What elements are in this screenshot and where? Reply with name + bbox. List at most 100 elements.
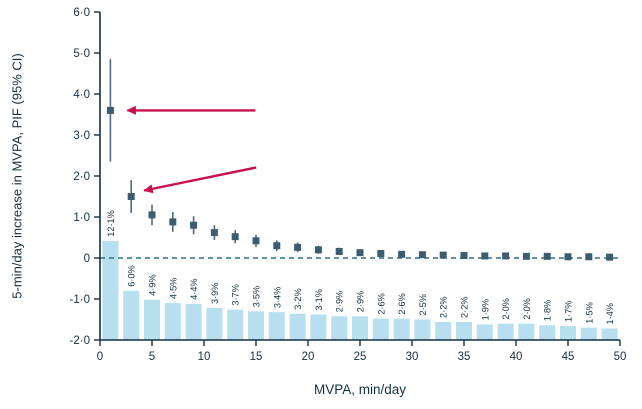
x-tick-label: 15 bbox=[250, 351, 263, 363]
x-tick-label: 20 bbox=[302, 351, 315, 363]
pif-bar-label: 3·7% bbox=[231, 284, 241, 305]
estimate-point bbox=[106, 106, 114, 114]
pif-bar bbox=[518, 323, 535, 340]
x-tick-label: 30 bbox=[406, 351, 419, 363]
pif-bar bbox=[393, 318, 410, 340]
pif-bar-label: 3·5% bbox=[252, 286, 262, 307]
pif-bar bbox=[476, 324, 493, 340]
pif-bar-label: 2·9% bbox=[335, 291, 345, 312]
pif-bar bbox=[227, 309, 244, 340]
pif-bar bbox=[435, 321, 452, 340]
pif-bars bbox=[102, 240, 618, 340]
y-tick-label: 6·0 bbox=[73, 7, 90, 19]
pif-bar-label: 3·9% bbox=[210, 283, 220, 304]
pif-bar bbox=[331, 316, 348, 340]
axes: 6·0 5·0 4·0 3·0 2·0 1·0 0 -1·0 -2·0 0 5 10 15 20 25 30 3… bbox=[70, 7, 627, 363]
estimate-point bbox=[127, 193, 135, 200]
pif-bar bbox=[206, 308, 223, 340]
x-tick-label: 40 bbox=[510, 351, 523, 363]
pif-bar bbox=[123, 290, 140, 340]
pif-bar-label: 2·0% bbox=[501, 298, 511, 319]
y-axis-title: 5-min/day increase in MVPA, PIF (95% CI) bbox=[9, 53, 25, 299]
pif-bar-label: 1·4% bbox=[605, 303, 615, 324]
pif-bar-label: 4·5% bbox=[168, 278, 178, 299]
pif-bar bbox=[268, 312, 285, 340]
y-tick-label: 1·0 bbox=[73, 212, 90, 224]
x-tick-label: 45 bbox=[562, 351, 575, 363]
pif-bar-label: 4·9% bbox=[148, 274, 158, 295]
pif-bar bbox=[560, 326, 576, 340]
estimate-point bbox=[231, 233, 239, 241]
pif-bar bbox=[185, 303, 202, 340]
pif-bar bbox=[601, 328, 618, 340]
pif-bar-label: 6·0% bbox=[127, 265, 137, 286]
y-tick-label: 3·0 bbox=[73, 130, 90, 142]
x-tick-label: 35 bbox=[458, 351, 471, 363]
estimate-point bbox=[585, 253, 593, 261]
pif-bar-label: 2·9% bbox=[356, 291, 366, 312]
pif-bar-label: 3·4% bbox=[272, 287, 282, 308]
estimate-point bbox=[148, 211, 156, 219]
estimate-point bbox=[273, 242, 281, 250]
pif-bar bbox=[456, 321, 472, 340]
estimate-point bbox=[377, 249, 385, 257]
estimate-point bbox=[169, 218, 177, 226]
x-tick-label: 50 bbox=[614, 351, 627, 363]
pif-bar bbox=[580, 327, 597, 340]
pif-bar-label: 12·1% bbox=[106, 210, 116, 237]
annotations bbox=[126, 105, 257, 194]
y-tick-label: 4·0 bbox=[73, 89, 90, 101]
estimate-point bbox=[314, 246, 322, 254]
x-tick-label: 5 bbox=[149, 351, 155, 363]
pif-bar-labels: 12·1% 6·0% 4·9% 4·5% 4·4% 3·9% 3·7% 3·5% 3·4% 3·2… bbox=[106, 210, 615, 324]
x-axis-title: MVPA, min/day bbox=[313, 382, 407, 397]
estimate-point bbox=[398, 250, 406, 258]
pif-bar-label: 1·5% bbox=[584, 302, 594, 323]
x-tick-label: 25 bbox=[354, 351, 367, 363]
y-tick-label: 0 bbox=[84, 253, 90, 265]
pif-bar bbox=[164, 303, 181, 340]
estimate-point bbox=[210, 229, 218, 237]
pif-bar-label: 3·2% bbox=[293, 288, 303, 309]
estimates bbox=[106, 59, 614, 261]
estimate-point bbox=[439, 251, 447, 259]
estimate-point bbox=[502, 252, 510, 260]
pif-bar bbox=[414, 319, 431, 340]
pif-bar-label: 2·2% bbox=[460, 297, 470, 318]
pif-bar bbox=[248, 311, 264, 340]
y-tick-label: 5·0 bbox=[73, 48, 90, 60]
pif-bar-label: 2·6% bbox=[376, 293, 386, 314]
estimate-point bbox=[418, 251, 426, 259]
arrow-annotation bbox=[143, 166, 257, 194]
estimate-point bbox=[564, 253, 572, 261]
pif-bar bbox=[539, 325, 556, 340]
y-tick-label: -1·0 bbox=[70, 294, 90, 306]
x-tick-label: 10 bbox=[198, 351, 211, 363]
estimate-point bbox=[335, 247, 343, 255]
y-tick-label: -2·0 bbox=[70, 335, 90, 347]
estimate-point bbox=[294, 243, 302, 251]
estimate-point bbox=[543, 252, 551, 260]
estimate-point bbox=[190, 221, 198, 229]
estimate-point bbox=[522, 252, 530, 260]
pif-bar-label: 2·6% bbox=[397, 293, 407, 314]
x-tick-label: 0 bbox=[97, 351, 103, 363]
pif-bar bbox=[372, 318, 389, 340]
y-tick-label: 2·0 bbox=[73, 171, 90, 183]
pif-bar-label: 2·0% bbox=[522, 298, 532, 319]
estimate-point bbox=[481, 252, 489, 260]
pif-bar bbox=[310, 314, 327, 340]
pif-bar-label: 2·5% bbox=[418, 294, 428, 315]
pif-bar-label: 1·9% bbox=[480, 299, 490, 320]
estimate-point bbox=[606, 253, 614, 261]
estimate-point bbox=[460, 252, 468, 260]
pif-bar-label: 1·8% bbox=[543, 300, 553, 321]
pif-bar-label: 2·2% bbox=[439, 297, 449, 318]
pif-bar-label: 4·4% bbox=[189, 278, 199, 299]
pif-bar bbox=[352, 316, 368, 340]
pif-bar-label: 3·1% bbox=[314, 289, 324, 310]
pif-bar bbox=[289, 313, 306, 340]
pif-bar bbox=[144, 299, 160, 340]
